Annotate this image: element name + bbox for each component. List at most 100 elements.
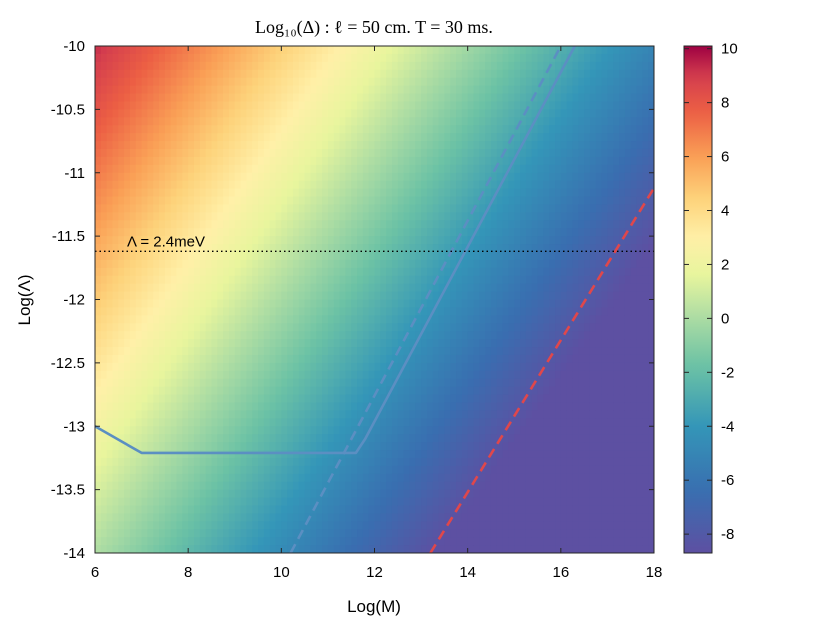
heatmap-cell [490, 133, 498, 142]
heatmap-cell [193, 220, 201, 229]
heatmap-cell [164, 299, 172, 309]
heatmap-cell [234, 53, 242, 63]
heatmap-cell [316, 164, 323, 174]
heatmap-cell [316, 251, 323, 261]
heatmap-cell [479, 418, 486, 427]
heatmap-cell [252, 315, 259, 324]
heatmap-cell [112, 505, 119, 514]
heatmap-cell [258, 204, 265, 213]
heatmap-cell [147, 220, 154, 229]
heatmap-cell [496, 386, 504, 396]
heatmap-cell [193, 172, 201, 182]
heatmap-cell [240, 434, 247, 443]
heatmap-cell [386, 275, 393, 285]
heatmap-cell [380, 442, 387, 451]
heatmap-cell [159, 46, 166, 55]
heatmap-cell [223, 220, 230, 229]
heatmap-cell [461, 69, 469, 79]
heatmap-cell [461, 473, 469, 483]
heatmap-cell [263, 196, 271, 206]
heatmap-cell [240, 133, 247, 142]
heatmap-cell [386, 188, 393, 198]
heatmap-cell [421, 236, 428, 245]
heatmap-cell [199, 180, 207, 190]
heatmap-cell [199, 109, 207, 118]
heatmap-cell [211, 259, 218, 269]
heatmap-cell [327, 85, 335, 95]
heatmap-cell [444, 125, 451, 134]
heatmap-cell [339, 164, 346, 174]
heatmap-cell [199, 378, 207, 388]
heatmap-cell [205, 133, 213, 142]
heatmap-cell [275, 481, 282, 491]
heatmap-cell [252, 180, 259, 190]
heatmap-cell [485, 339, 492, 348]
heatmap-cell [182, 172, 189, 182]
heatmap-cell [147, 291, 154, 301]
heatmap-cell [322, 505, 329, 514]
heatmap-cell [170, 93, 178, 103]
heatmap-cell [292, 442, 300, 451]
heatmap-cell [444, 505, 451, 514]
heatmap-cell [485, 164, 492, 174]
heatmap-cell [124, 69, 131, 79]
heatmap-cell [339, 236, 346, 245]
heatmap-cell [531, 307, 539, 316]
heatmap-cell [193, 93, 201, 103]
heatmap-cell [211, 457, 218, 467]
heatmap-cell [380, 117, 387, 126]
heatmap-cell [322, 370, 329, 380]
heatmap-cell [310, 370, 317, 380]
heatmap-cell [170, 109, 178, 118]
heatmap-cell [263, 172, 271, 182]
heatmap-cell [333, 228, 341, 237]
heatmap-cell [426, 489, 434, 499]
heatmap-cell [502, 481, 510, 491]
heatmap-cell [135, 61, 143, 71]
heatmap-cell [211, 426, 218, 435]
heatmap-cell [287, 418, 294, 427]
heatmap-cell [182, 101, 189, 110]
heatmap-cell [357, 133, 364, 142]
heatmap-cell [473, 481, 480, 491]
heatmap-cell [263, 521, 271, 530]
heatmap-cell [345, 307, 352, 316]
heatmap-cell [100, 362, 108, 372]
heatmap-cell [473, 362, 480, 372]
heatmap-cell [141, 156, 148, 166]
heatmap-cell [525, 505, 533, 514]
heatmap-cell [357, 362, 364, 372]
heatmap-cell [153, 85, 160, 95]
heatmap-cell [490, 545, 498, 553]
heatmap-cell [479, 117, 486, 126]
heatmap-cell [258, 299, 265, 309]
heatmap-cell [246, 418, 253, 427]
heatmap-cell [240, 283, 247, 293]
heatmap-cell [298, 378, 306, 388]
heatmap-cell [409, 53, 416, 63]
heatmap-cell [112, 465, 119, 475]
heatmap-cell [176, 283, 183, 293]
heatmap-cell [234, 46, 242, 55]
heatmap-cell [421, 489, 428, 499]
heatmap-cell [525, 339, 533, 348]
heatmap-cell [531, 323, 539, 332]
heatmap-cell [409, 180, 416, 190]
heatmap-cell [95, 497, 102, 507]
heatmap-cell [508, 283, 515, 293]
heatmap-cell [357, 465, 364, 475]
heatmap-cell [520, 156, 527, 166]
heatmap-cell [490, 529, 498, 538]
heatmap-cell [456, 315, 463, 324]
heatmap-cell [217, 426, 224, 435]
heatmap-cell [153, 323, 160, 332]
heatmap-cell [193, 315, 201, 324]
heatmap-cell [490, 61, 498, 71]
heatmap-cell [263, 410, 271, 419]
heatmap-cell [345, 291, 352, 301]
heatmap-cell [211, 156, 218, 166]
heatmap-cell [362, 370, 370, 380]
heatmap-cell [543, 46, 550, 55]
heatmap-cell [537, 275, 544, 285]
heatmap-cell [287, 156, 294, 166]
